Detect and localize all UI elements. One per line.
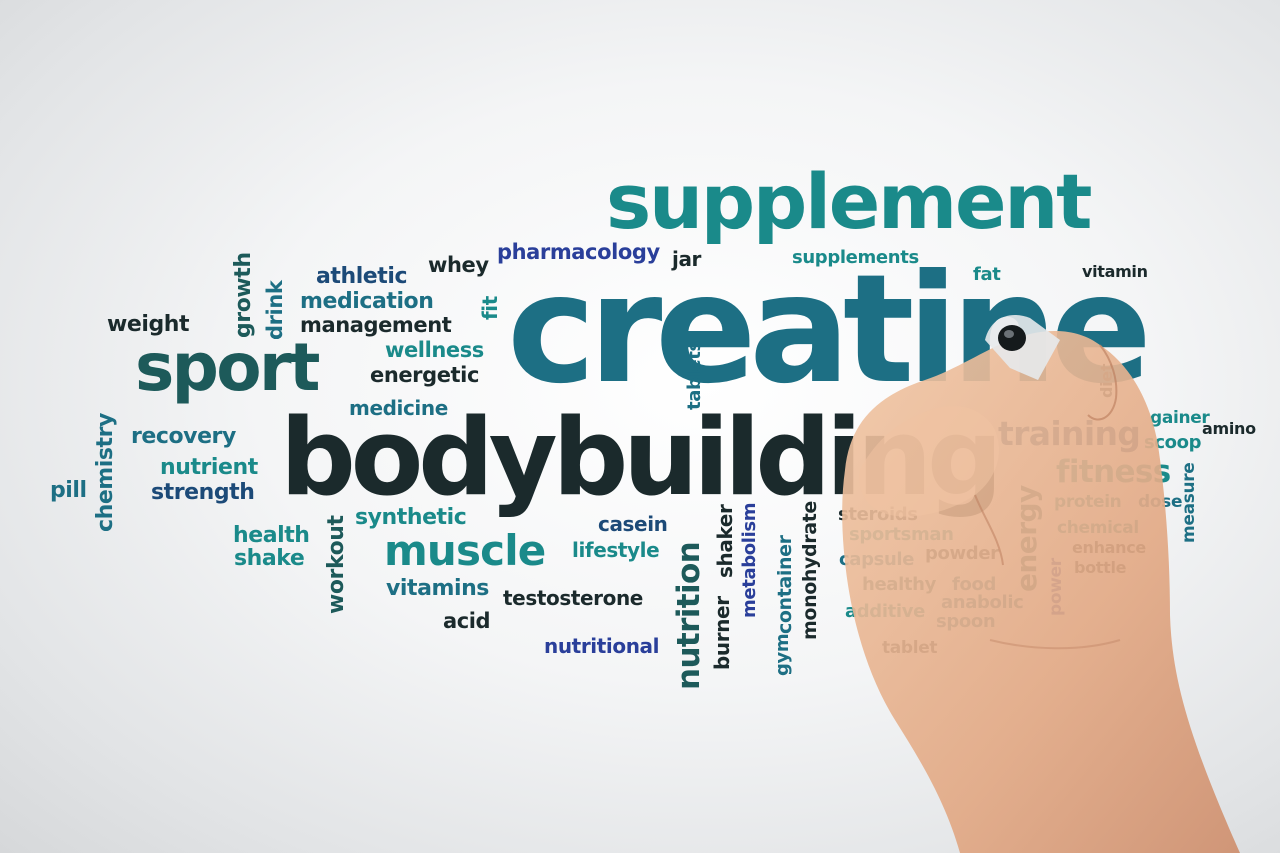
word-nutrition: nutrition (671, 541, 707, 690)
word-anabolic: anabolic (941, 592, 1024, 613)
word-drink: drink (263, 280, 287, 340)
word-healthy: healthy (862, 574, 936, 595)
word-steroids: steroids (838, 504, 918, 525)
word-chemistry: chemistry (93, 413, 118, 532)
word-pharmacology: pharmacology (497, 240, 660, 264)
word-wellness: wellness (385, 338, 484, 362)
word-athletic: athletic (316, 264, 408, 289)
word-management: management (300, 313, 452, 337)
word-growth: growth (231, 252, 256, 338)
word-amino: amino (1202, 419, 1256, 438)
word-muscle: muscle (384, 526, 546, 575)
word-diet: diet (1097, 363, 1116, 398)
word-casein: casein (598, 512, 668, 536)
word-shake: shake (234, 546, 305, 571)
word-recovery: recovery (131, 424, 236, 449)
word-scoop: scoop (1144, 432, 1202, 453)
word-supplement: supplement (606, 157, 1092, 246)
word-nutrient: nutrient (160, 455, 258, 480)
word-workout: workout (324, 515, 349, 614)
word-power: power (1046, 558, 1066, 616)
word-bodybuilding: bodybuilding (280, 396, 1003, 519)
word-shaker: shaker (713, 504, 737, 578)
word-fitness: fitness (1056, 454, 1171, 490)
word-lifestyle: lifestyle (572, 538, 660, 562)
word-energy: energy (1010, 485, 1043, 592)
word-sport: sport (135, 329, 320, 406)
word-training: training (998, 414, 1141, 453)
word-tablets: tablets (684, 341, 705, 410)
word-nutritional: nutritional (544, 634, 660, 658)
word-supplements: supplements (792, 247, 919, 268)
word-acid: acid (443, 609, 491, 633)
word-vitamins: vitamins (386, 576, 489, 601)
word-powder: powder (925, 543, 999, 564)
word-testosterone: testosterone (503, 586, 643, 610)
word-spoon: spoon (936, 611, 996, 632)
word-vitamin: vitamin (1082, 262, 1148, 281)
word-tablet: tablet (882, 638, 938, 658)
word-container: container (774, 535, 796, 634)
word-dose: dose (1138, 492, 1183, 512)
word-sportsman: sportsman (849, 524, 954, 545)
word-medicine: medicine (349, 396, 448, 420)
word-protein: protein (1054, 492, 1122, 512)
word-creatine: creatine (507, 243, 1152, 417)
word-synthetic: synthetic (355, 505, 467, 530)
word-jar: jar (672, 247, 702, 271)
word-metabolism: metabolism (739, 502, 760, 618)
word-chemical: chemical (1057, 518, 1139, 538)
word-whey: whey (428, 253, 489, 277)
word-health: health (233, 523, 310, 548)
word-enhance: enhance (1072, 538, 1146, 557)
word-strength: strength (151, 480, 255, 505)
word-additive: additive (845, 601, 925, 622)
word-measure: measure (1179, 462, 1199, 543)
word-capsule: capsule (839, 549, 915, 570)
word-monohydrate: monohydrate (799, 501, 821, 640)
word-pill: pill (50, 478, 87, 503)
word-fit: fit (478, 296, 502, 320)
word-gym: gym (772, 633, 793, 676)
word-gainer: gainer (1150, 408, 1210, 428)
word-energetic: energetic (370, 363, 479, 387)
word-weight: weight (107, 312, 190, 337)
word-medication: medication (300, 289, 434, 314)
word-burner: burner (710, 596, 734, 670)
word-bottle: bottle (1074, 558, 1127, 577)
word-fat: fat (973, 264, 1001, 285)
